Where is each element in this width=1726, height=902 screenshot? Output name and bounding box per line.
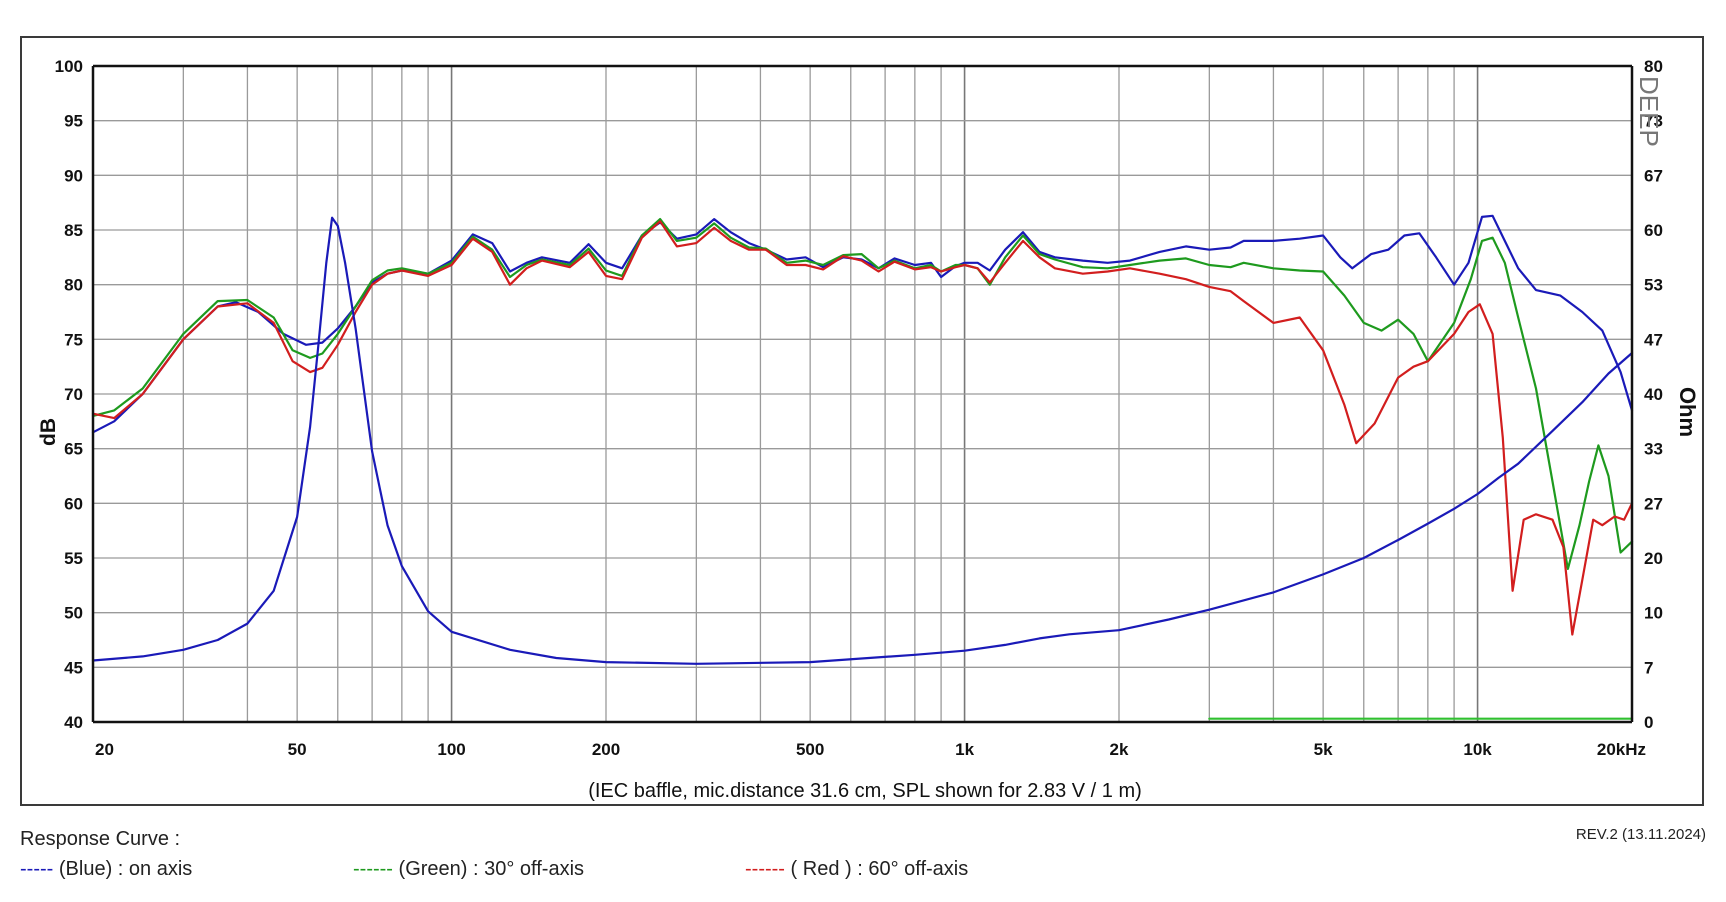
- chart-footnote: (IEC baffle, mic.distance 31.6 cm, SPL s…: [588, 780, 1142, 802]
- revision-label: REV.2 (13.11.2024): [1575, 826, 1706, 843]
- y-tick-label-left: 85: [64, 221, 83, 240]
- y-tick-label-right: 67: [1644, 166, 1663, 185]
- y-tick-label-right: 80: [1644, 57, 1663, 76]
- chart-watermark: DEEP: [1634, 76, 1664, 147]
- x-tick-label: 2k: [1110, 740, 1129, 759]
- x-tick-label: 20kHz: [1597, 740, 1646, 759]
- y-tick-label-right: 40: [1644, 385, 1663, 404]
- series-line-60-off-axis: [91, 220, 1634, 636]
- y-tick-label-right: 47: [1644, 330, 1663, 349]
- y-tick-label-left: 55: [64, 549, 83, 568]
- legend-text-30-off-axis: (Green) : 30° off-axis: [398, 858, 585, 880]
- y-tick-label-left: 100: [55, 57, 83, 76]
- x-tick-label: 20: [95, 740, 114, 759]
- legend-item-30-off-axis: ------ (Green) : 30° off-axis: [353, 858, 584, 881]
- y-tick-label-left: 60: [64, 494, 83, 513]
- x-tick-label: 500: [796, 740, 824, 759]
- x-tick-label: 10k: [1463, 740, 1492, 759]
- frequency-response-chart: 1009590858075706560555045408073676053474…: [37, 57, 1700, 802]
- y-tick-label-left: 70: [64, 385, 83, 404]
- y-tick-label-right: 0: [1644, 713, 1653, 732]
- x-tick-label: 1k: [955, 740, 974, 759]
- x-tick-label: 100: [437, 740, 465, 759]
- y-tick-label-left: 75: [64, 330, 83, 349]
- x-tick-label: 5k: [1314, 740, 1333, 759]
- y-tick-label-right: 73: [1644, 112, 1663, 131]
- legend-item-60-off-axis: ------ ( Red ) : 60° off-axis: [745, 858, 968, 881]
- y-tick-label-left: 80: [64, 276, 83, 295]
- legend-item-on-axis: ----- (Blue) : on axis: [20, 858, 192, 881]
- y-tick-label-right: 7: [1644, 658, 1653, 677]
- series-line-impedance: [91, 216, 1634, 665]
- series-line-30-off-axis: [91, 218, 1634, 570]
- y-tick-label-right: 27: [1644, 494, 1663, 513]
- y-tick-label-right: 60: [1644, 221, 1663, 240]
- y-tick-label-right: 53: [1644, 276, 1663, 295]
- x-tick-label: 50: [288, 740, 307, 759]
- legend-text-on-axis: (Blue) : on axis: [58, 858, 193, 880]
- legend-dash-blue: -----: [20, 858, 54, 880]
- chart-frame: [20, 36, 1704, 806]
- legend-text-60-off-axis: ( Red ) : 60° off-axis: [790, 858, 969, 880]
- legend-dash-green: ------: [353, 858, 393, 880]
- y-axis-label-left: dB: [37, 418, 60, 446]
- y-tick-label-left: 45: [64, 658, 83, 677]
- x-tick-label: 200: [592, 740, 620, 759]
- y-tick-label-right: 10: [1644, 604, 1663, 623]
- series-line-on-axis: [91, 214, 1634, 434]
- y-tick-label-left: 90: [64, 166, 83, 185]
- y-axis-label-right: Ohm: [1675, 387, 1700, 437]
- y-tick-label-right: 20: [1644, 549, 1663, 568]
- y-tick-label-left: 40: [64, 713, 83, 732]
- y-tick-label-left: 95: [64, 112, 83, 131]
- y-tick-label-left: 65: [64, 440, 83, 459]
- legend-dash-red: ------: [745, 858, 785, 880]
- legend-heading: Response Curve :: [20, 828, 181, 850]
- y-tick-label-right: 33: [1644, 440, 1663, 459]
- y-tick-label-left: 50: [64, 604, 83, 623]
